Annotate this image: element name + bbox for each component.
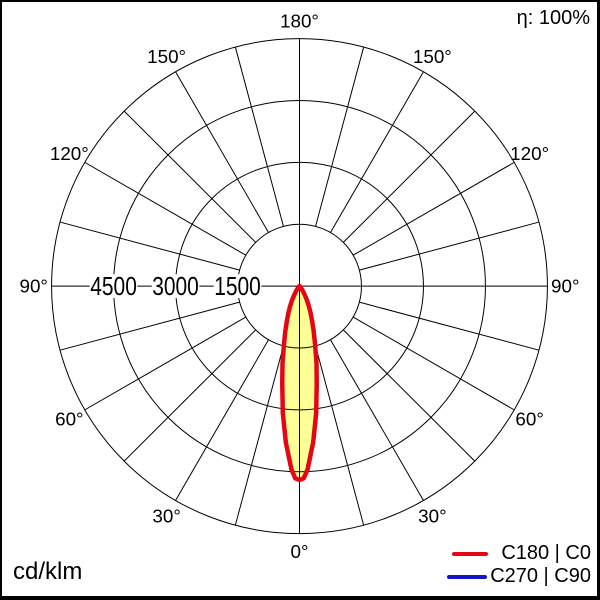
angle-label: 150° bbox=[413, 46, 452, 67]
polar-grid-spoke bbox=[352, 161, 515, 256]
angle-label: 90° bbox=[551, 276, 579, 297]
polar-grid-spoke bbox=[342, 110, 476, 243]
angle-label: 150° bbox=[147, 46, 186, 67]
angle-label: 120° bbox=[510, 143, 549, 164]
polar-grid-spoke bbox=[342, 329, 476, 462]
polar-grid-spoke bbox=[315, 345, 365, 526]
legend: C180 | C0 C270 | C90 bbox=[447, 542, 591, 588]
polar-grid-spoke bbox=[59, 301, 240, 351]
radial-label-backing bbox=[89, 274, 138, 299]
polar-grid-spoke bbox=[315, 46, 365, 227]
polar-grid-spoke bbox=[234, 345, 284, 526]
legend-label-c180-c0: C180 | C0 bbox=[501, 542, 591, 564]
radial-label-backing bbox=[151, 274, 200, 299]
beam-curve-c180-c0 bbox=[280, 283, 319, 483]
polar-grid-spoke bbox=[59, 221, 240, 271]
legend-label-c270-c90: C270 | C90 bbox=[490, 565, 591, 587]
legend-line-red-icon bbox=[452, 551, 489, 556]
legend-line-blue-icon bbox=[447, 574, 488, 579]
radial-axis-label: 3000 bbox=[152, 273, 199, 301]
polar-grid-spoke bbox=[330, 71, 424, 233]
polar-grid-spoke bbox=[123, 110, 257, 243]
polar-grid-spoke bbox=[352, 316, 515, 411]
angle-label: 120° bbox=[50, 143, 89, 164]
polar-grid-spoke bbox=[123, 329, 257, 462]
polar-grid-spoke bbox=[84, 316, 247, 411]
polar-grid-spoke bbox=[359, 301, 540, 351]
radial-label-backing bbox=[213, 274, 262, 299]
angle-label: 30° bbox=[152, 505, 180, 526]
radial-axis-label: 1500 bbox=[214, 273, 261, 301]
efficiency-label: η: 100% bbox=[516, 7, 590, 29]
radial-axis-label: 4500 bbox=[90, 273, 137, 301]
legend-row-c270-c90: C270 | C90 bbox=[447, 565, 591, 588]
angle-label: 0° bbox=[290, 541, 308, 562]
angle-label: 30° bbox=[418, 505, 446, 526]
angle-label: 60° bbox=[55, 408, 83, 429]
angle-label: 60° bbox=[515, 408, 543, 429]
legend-row-c180-c0: C180 | C0 bbox=[452, 542, 591, 565]
polar-grid-spoke bbox=[175, 71, 269, 233]
angle-label: 90° bbox=[19, 276, 47, 297]
units-label: cd/klm bbox=[13, 558, 83, 585]
polar-grid-spoke bbox=[84, 161, 247, 256]
polar-grid-spoke bbox=[330, 339, 424, 501]
angle-label: 180° bbox=[280, 10, 319, 31]
polar-grid-spoke bbox=[175, 339, 269, 501]
polar-grid-spoke bbox=[359, 221, 540, 271]
polar-grid-spoke bbox=[234, 46, 284, 227]
